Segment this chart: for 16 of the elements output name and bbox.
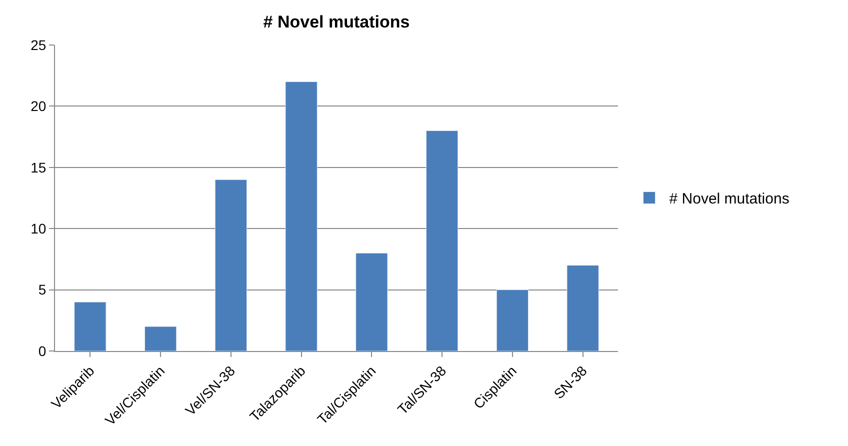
legend-label: # Novel mutations [669, 190, 790, 208]
chart-title: # Novel mutations [263, 12, 410, 32]
bar [426, 130, 458, 351]
y-tick-label: 0 [38, 342, 46, 359]
y-tick-label: 25 [30, 36, 46, 53]
bar [566, 265, 599, 351]
bar [285, 81, 318, 351]
y-tick-label: 20 [30, 98, 46, 114]
bar [214, 179, 248, 351]
y-tick-label: 15 [30, 159, 46, 176]
bar [496, 290, 529, 351]
bar [356, 252, 388, 351]
y-tick-label: 5 [38, 282, 46, 298]
bar [144, 326, 177, 351]
y-tick-label: 10 [30, 220, 46, 236]
bar [74, 302, 106, 351]
